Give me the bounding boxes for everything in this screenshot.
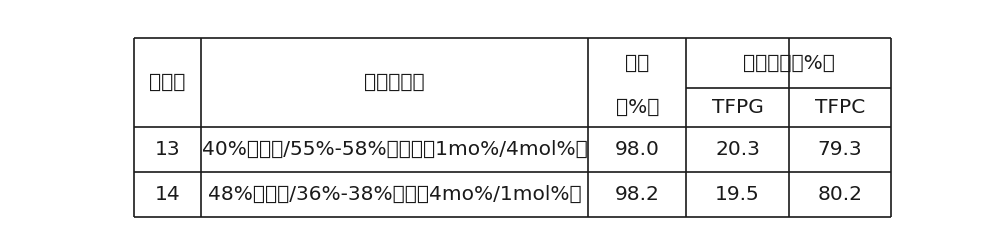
Text: 19.5: 19.5 bbox=[715, 185, 760, 204]
Text: 收率: 收率 bbox=[625, 53, 649, 73]
Text: 79.3: 79.3 bbox=[817, 140, 862, 159]
Text: （%）: （%） bbox=[616, 98, 659, 117]
Text: 13: 13 bbox=[155, 140, 180, 159]
Text: 98.0: 98.0 bbox=[615, 140, 660, 159]
Text: 20.3: 20.3 bbox=[715, 140, 760, 159]
Text: 产物分布（%）: 产物分布（%） bbox=[743, 53, 835, 73]
Text: TFPC: TFPC bbox=[815, 98, 865, 117]
Text: 卤化氢溶液: 卤化氢溶液 bbox=[364, 73, 425, 92]
Text: 48%氢溴酸/36%-38%盐酸（4mo%/1mol%）: 48%氢溴酸/36%-38%盐酸（4mo%/1mol%） bbox=[208, 185, 581, 204]
Text: 40%氢氟酸/55%-58%氢碘酸（1mo%/4mol%）: 40%氢氟酸/55%-58%氢碘酸（1mo%/4mol%） bbox=[202, 140, 587, 159]
Text: 14: 14 bbox=[155, 185, 180, 204]
Text: 80.2: 80.2 bbox=[817, 185, 862, 204]
Text: TFPG: TFPG bbox=[712, 98, 763, 117]
Text: 实施例: 实施例 bbox=[149, 73, 186, 92]
Text: 98.2: 98.2 bbox=[615, 185, 660, 204]
